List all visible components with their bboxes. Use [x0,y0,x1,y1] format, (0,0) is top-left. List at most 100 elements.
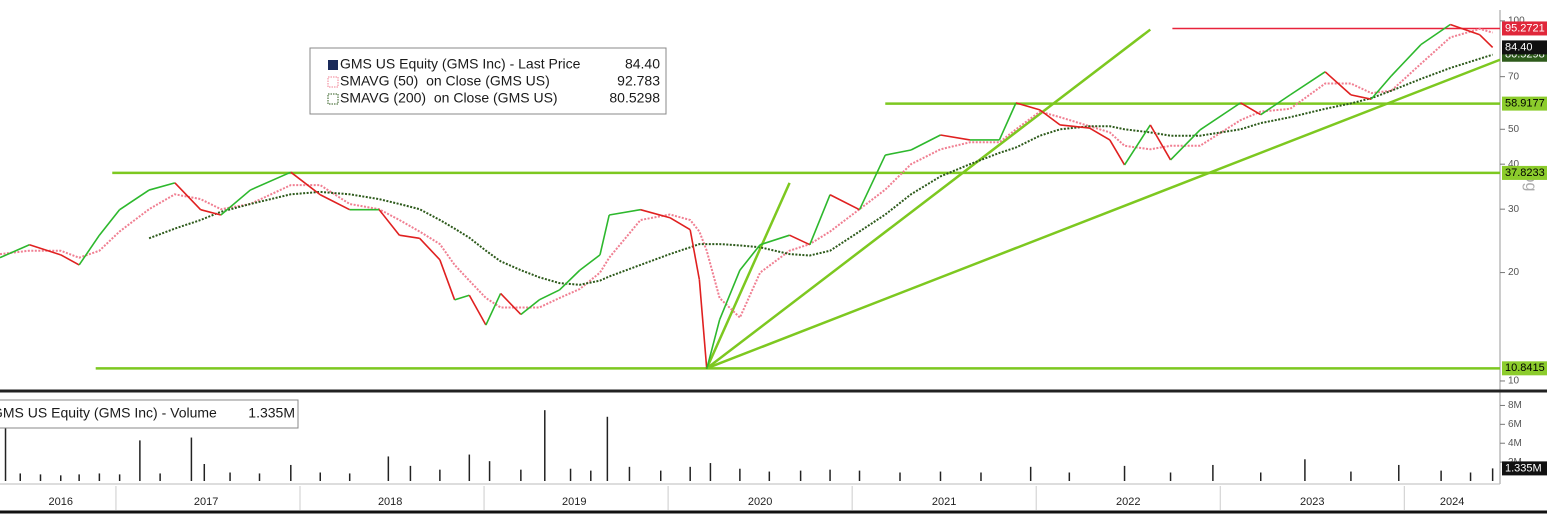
price-segment [319,194,351,211]
price-segment [290,171,321,196]
legend-box [309,47,667,115]
value-box-label: 58.9177 [1505,98,1545,110]
legend-icon [327,76,339,88]
price-segment [0,243,30,259]
legend-label: GMS US Equity (GMS Inc) - Last Price [340,56,581,72]
y-tick-label: 8M [1508,400,1522,411]
volume-panel: 2M4M6M8M20162017201820192020202120222023… [4,400,1522,510]
value-box [1502,361,1547,376]
y-tick-label: 30 [1508,204,1520,215]
y-tick-label: 6M [1508,419,1522,430]
price-segment [439,259,456,301]
value-box-label: 84.40 [1505,41,1533,53]
price-segment [1420,23,1451,46]
price-segment [538,289,560,301]
value-box-label: 10.8415 [1505,362,1545,374]
price-segment [739,244,761,271]
price-segment [148,182,176,191]
price-segment [910,134,941,151]
price-segment [609,208,641,216]
value-box [1502,21,1547,36]
price-segment [689,229,701,280]
x-tick-label: 2018 [378,496,402,508]
price-segment [1199,102,1241,131]
price-segment [885,149,912,156]
x-tick-label: 2020 [748,496,772,508]
legend-icon [327,93,339,105]
price-segment [759,234,790,246]
price-segment [599,214,610,256]
value-box [1502,461,1547,476]
value-box-label: 95.2721 [1505,22,1545,34]
moving-average-line [0,27,1493,320]
price-segment [485,293,502,326]
value-box [1502,40,1547,55]
price-segment [1390,44,1422,77]
value-box [1502,96,1547,111]
volume-legend-value: 1.335M [248,405,295,421]
price-segment [98,209,121,236]
trend-line [706,58,1501,370]
price-segment [1015,102,1041,111]
price-segment [29,243,61,256]
price-segment [705,319,721,370]
price-segment [940,134,971,141]
price-segment [640,208,671,219]
price-segment [119,189,150,211]
price-segment [1324,71,1352,96]
x-tick-label: 2019 [562,496,586,508]
price-segment [419,237,441,261]
price-segment [1060,124,1090,129]
price-segment [1350,94,1372,100]
price-segment [809,194,831,246]
price-segment [669,217,691,231]
price-segment [249,171,292,191]
price-segment [718,269,741,320]
price-segment [1109,139,1126,166]
price-segment [789,234,811,246]
x-tick-label: 2024 [1440,496,1464,508]
y-tick-label: 20 [1508,267,1520,278]
price-segment [858,154,886,211]
x-tick-label: 2016 [48,496,72,508]
y-tick-label: 10 [1508,376,1520,387]
value-box [1502,165,1547,180]
volume-legend-box [0,399,299,429]
price-segment [500,292,522,316]
price-segment [454,294,470,301]
price-segment [1479,34,1494,48]
price-segment [1370,75,1393,100]
y-tick-label: 100 [1508,16,1525,27]
value-box-label: 37.8233 [1505,167,1545,179]
x-tick-label: 2023 [1300,496,1324,508]
price-segment [174,182,202,211]
price-segment [1240,102,1262,116]
price-segment [399,234,420,240]
price-segment [468,294,487,326]
overlay: GMS US Equity (GMS Inc) - Last Price 84.… [0,21,1547,476]
legend-label: SMAVG (50) on Close (GMS US) [340,73,550,89]
price-segment [1260,94,1291,116]
legend-value: 92.783 [617,73,660,89]
price-segment [378,209,401,236]
price-segment [1169,129,1201,161]
trend-line [705,182,791,369]
legend-label: SMAVG (200) on Close (GMS US) [340,90,558,106]
trend-line [705,28,1152,370]
price-segment [829,194,860,211]
price-segment [1289,71,1326,96]
value-box-label: 1.335M [1505,462,1542,474]
price-segment [60,254,80,266]
y-tick-label: 50 [1508,124,1520,135]
price-segment [78,234,101,266]
legend-value: 84.40 [625,56,660,72]
volume-legend-label: GMS US Equity (GMS Inc) - Volume [0,405,217,421]
price-segment [998,102,1017,141]
x-tick-label: 2021 [932,496,956,508]
price-segment [1123,124,1151,166]
price-segment [1089,127,1111,141]
price-segment [1039,109,1061,126]
price-segment [698,279,708,369]
